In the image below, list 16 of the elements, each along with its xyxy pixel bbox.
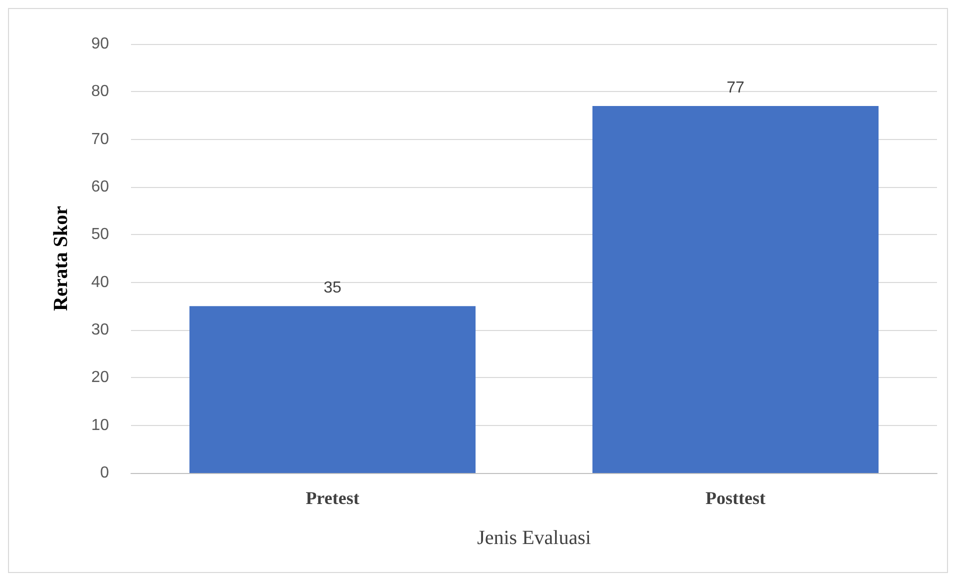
y-tick-label: 30 xyxy=(91,322,110,338)
data-label: 35 xyxy=(324,280,342,297)
y-tick-label: 90 xyxy=(91,36,110,52)
y-tick-label: 50 xyxy=(91,226,110,244)
x-tick-label: Posttest xyxy=(706,488,766,508)
y-axis-title: Rerata Skor xyxy=(50,206,72,311)
y-tick-label: 0 xyxy=(100,464,110,482)
data-label: 77 xyxy=(726,79,744,96)
y-tick-label: 10 xyxy=(91,416,110,434)
x-tick-label: Pretest xyxy=(306,488,360,508)
y-tick-label: 80 xyxy=(91,83,110,100)
x-axis-title: Jenis Evaluasi xyxy=(477,527,592,549)
y-tick-label: 60 xyxy=(91,178,110,196)
y-tick-label: 20 xyxy=(91,369,110,386)
y-tick-label: 70 xyxy=(91,130,110,148)
y-tick-label: 40 xyxy=(91,274,110,291)
